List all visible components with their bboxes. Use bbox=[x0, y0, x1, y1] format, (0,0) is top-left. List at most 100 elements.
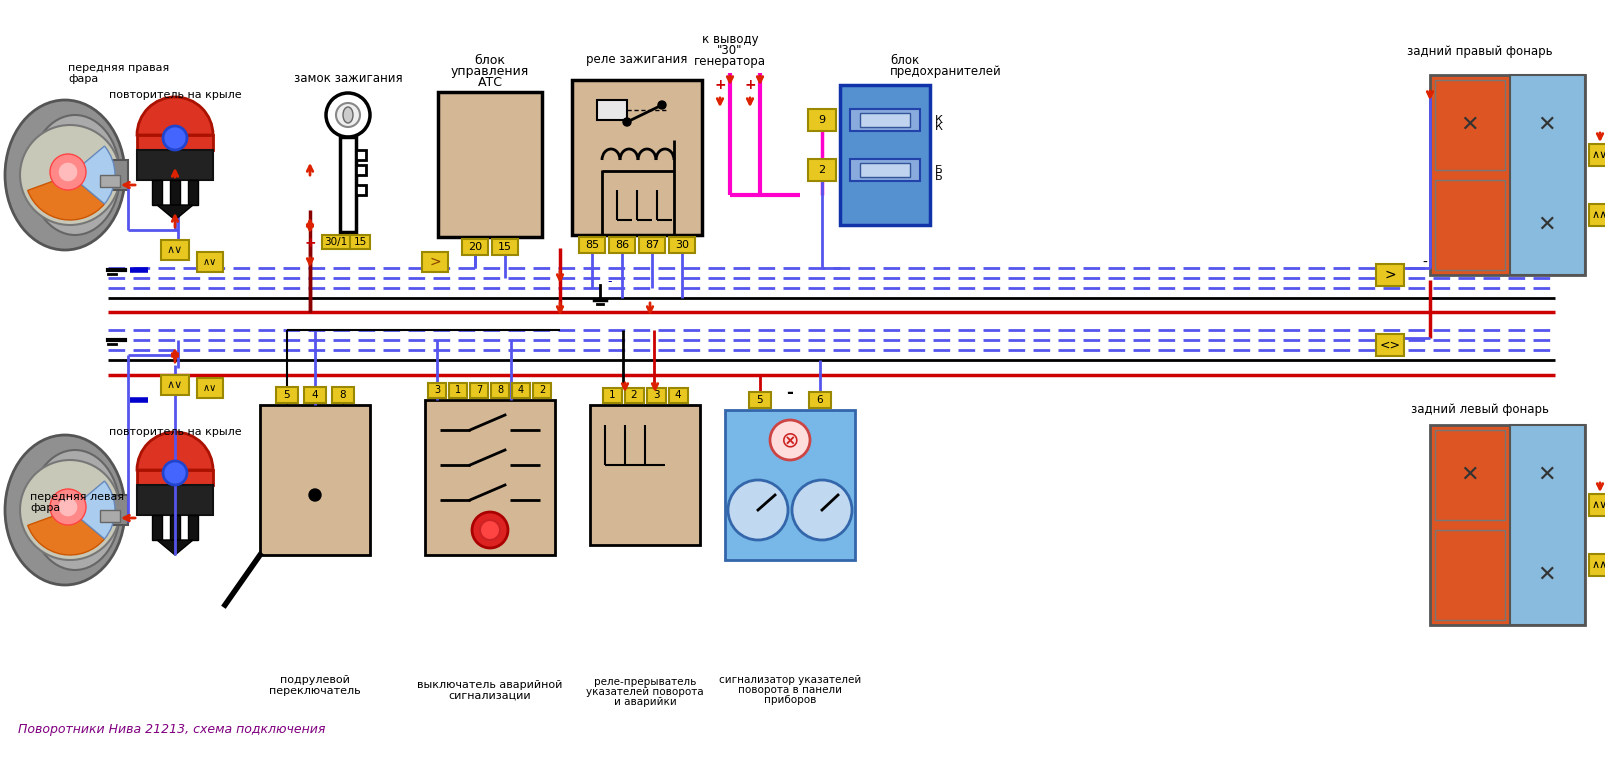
Bar bbox=[136, 470, 213, 485]
Bar bbox=[136, 150, 213, 180]
Bar bbox=[170, 180, 180, 205]
Bar bbox=[589, 405, 700, 545]
Text: задний правый фонарь: задний правый фонарь bbox=[1406, 46, 1552, 58]
Text: ∧∨: ∧∨ bbox=[167, 380, 183, 390]
Circle shape bbox=[727, 480, 788, 540]
Bar bbox=[579, 237, 605, 253]
Text: приборов: приборов bbox=[764, 695, 815, 705]
Text: и аварийки: и аварийки bbox=[613, 697, 676, 707]
Text: передняя правая: передняя правая bbox=[67, 63, 169, 73]
Bar bbox=[1509, 75, 1584, 275]
Text: 15: 15 bbox=[353, 237, 366, 247]
Wedge shape bbox=[71, 146, 116, 204]
Circle shape bbox=[50, 489, 87, 525]
Bar bbox=[321, 235, 350, 249]
Bar bbox=[748, 392, 770, 408]
Text: передняя левая: передняя левая bbox=[30, 492, 124, 502]
Text: сигнализации: сигнализации bbox=[448, 691, 531, 701]
Text: 30: 30 bbox=[674, 240, 689, 250]
Circle shape bbox=[791, 480, 852, 540]
Text: ✕: ✕ bbox=[1461, 115, 1478, 135]
Bar bbox=[533, 383, 551, 398]
Ellipse shape bbox=[30, 115, 120, 235]
Bar bbox=[1509, 425, 1584, 625]
Wedge shape bbox=[136, 97, 213, 135]
Bar bbox=[1435, 80, 1504, 170]
Bar bbox=[1587, 554, 1605, 576]
Text: >: > bbox=[429, 255, 440, 269]
Text: К: К bbox=[934, 122, 942, 132]
Text: фара: фара bbox=[30, 503, 61, 513]
Bar bbox=[1375, 334, 1403, 356]
Ellipse shape bbox=[30, 450, 120, 570]
Text: сигнализатор указателей: сигнализатор указателей bbox=[719, 675, 860, 685]
Bar bbox=[647, 388, 666, 403]
Text: АТС: АТС bbox=[477, 75, 502, 89]
Text: блок: блок bbox=[889, 53, 918, 67]
Bar bbox=[422, 252, 448, 272]
Bar bbox=[188, 515, 197, 540]
Text: 7: 7 bbox=[475, 385, 482, 395]
Text: 4: 4 bbox=[674, 390, 681, 400]
Circle shape bbox=[769, 420, 809, 460]
Bar bbox=[724, 410, 854, 560]
Text: 85: 85 bbox=[584, 240, 599, 250]
Bar bbox=[152, 515, 162, 540]
Text: Б: Б bbox=[934, 165, 942, 175]
Bar bbox=[597, 100, 626, 120]
Circle shape bbox=[623, 118, 631, 126]
Text: переключатель: переключатель bbox=[270, 686, 361, 696]
Circle shape bbox=[472, 512, 507, 548]
Text: 1: 1 bbox=[608, 390, 615, 400]
Bar bbox=[449, 383, 467, 398]
Text: 87: 87 bbox=[645, 240, 658, 250]
Text: повторитель на крыле: повторитель на крыле bbox=[109, 427, 241, 437]
Text: 3: 3 bbox=[433, 385, 440, 395]
Ellipse shape bbox=[5, 100, 125, 250]
Bar bbox=[809, 392, 830, 408]
Bar bbox=[859, 163, 910, 177]
Bar bbox=[849, 159, 920, 181]
Circle shape bbox=[162, 126, 186, 150]
Text: ⊗: ⊗ bbox=[780, 430, 799, 450]
Bar bbox=[160, 375, 189, 395]
Bar bbox=[1435, 180, 1504, 270]
Bar bbox=[100, 510, 120, 522]
Bar bbox=[100, 175, 120, 187]
Text: К: К bbox=[934, 115, 942, 125]
Text: ∧∨: ∧∨ bbox=[1591, 150, 1605, 160]
Text: ✕: ✕ bbox=[1536, 565, 1555, 585]
Text: 5: 5 bbox=[284, 390, 291, 400]
Text: 2: 2 bbox=[631, 390, 637, 400]
Bar bbox=[356, 150, 366, 160]
Bar bbox=[100, 160, 128, 190]
Bar bbox=[624, 388, 644, 403]
Ellipse shape bbox=[5, 435, 125, 585]
Text: управления: управления bbox=[451, 65, 528, 77]
Text: 15: 15 bbox=[498, 242, 512, 252]
Bar bbox=[260, 405, 369, 555]
Text: ∧∧: ∧∧ bbox=[1591, 560, 1605, 570]
Text: "30": "30" bbox=[717, 45, 742, 58]
Ellipse shape bbox=[343, 107, 353, 123]
Bar bbox=[1587, 204, 1605, 226]
Text: к выводу: к выводу bbox=[701, 33, 758, 46]
Bar bbox=[491, 383, 509, 398]
Text: 8: 8 bbox=[340, 390, 347, 400]
Bar bbox=[197, 252, 223, 272]
Text: задний левый фонарь: задний левый фонарь bbox=[1411, 404, 1549, 417]
Circle shape bbox=[326, 93, 369, 137]
Text: ∧∨: ∧∨ bbox=[167, 245, 183, 255]
Text: ∧∨: ∧∨ bbox=[1591, 500, 1605, 510]
Bar bbox=[839, 85, 929, 225]
Bar bbox=[152, 180, 162, 205]
Bar bbox=[136, 135, 213, 150]
Bar bbox=[491, 239, 518, 255]
Text: >: > bbox=[1384, 268, 1395, 282]
Bar bbox=[188, 180, 197, 205]
Text: 86: 86 bbox=[615, 240, 629, 250]
Text: 30/1: 30/1 bbox=[324, 237, 347, 247]
Text: 1: 1 bbox=[454, 385, 461, 395]
Circle shape bbox=[19, 460, 120, 560]
Bar bbox=[160, 240, 189, 260]
